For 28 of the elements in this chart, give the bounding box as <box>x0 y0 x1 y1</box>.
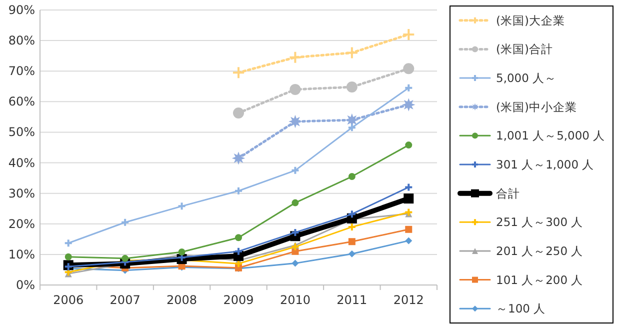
y-tick-label: 90% <box>8 3 35 17</box>
legend-label: 301 人～1,000 人 <box>496 158 594 172</box>
y-tick-label: 80% <box>8 34 35 48</box>
x-tick-label: 2011 <box>336 293 368 307</box>
legend-label: 201 人～250 人 <box>496 244 584 258</box>
legend-label: (米国)大企業 <box>496 13 565 28</box>
x-tick-label: 2009 <box>223 293 254 307</box>
y-tick-label: 0% <box>16 278 35 292</box>
legend-label: (米国)合計 <box>496 42 553 56</box>
x-tick-label: 2010 <box>280 293 310 307</box>
x-tick-label: 2007 <box>110 293 140 307</box>
x-tick-label: 2006 <box>53 293 84 307</box>
x-tick-label: 2008 <box>166 293 198 307</box>
legend-label: 1,001 人～5,000 人 <box>496 128 606 143</box>
legend-label: 合計 <box>496 186 520 200</box>
y-tick-label: 60% <box>8 94 35 109</box>
y-tick-label: 50% <box>8 125 35 140</box>
legend-label: 251 人～300 人 <box>496 215 584 230</box>
y-tick-label: 20% <box>8 216 35 231</box>
y-tick-label: 10% <box>8 247 35 262</box>
y-tick-label: 30% <box>8 186 35 200</box>
y-tick-label: 70% <box>8 64 35 78</box>
legend-label: ～100 人 <box>496 302 546 316</box>
x-tick-label: 2012 <box>393 293 424 307</box>
legend-label: 101 人～200 人 <box>496 272 584 287</box>
legend-label: (米国)中小企業 <box>496 100 577 114</box>
legend-label: 5,000 人～ <box>496 71 557 86</box>
y-tick-label: 40% <box>8 156 35 170</box>
